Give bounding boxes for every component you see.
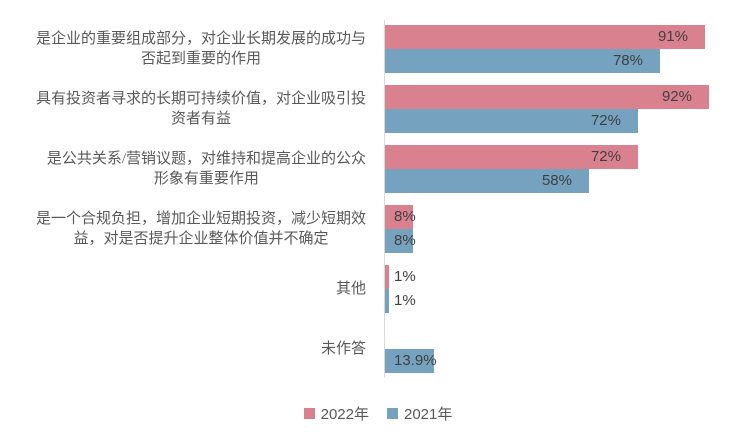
value-label: 72% xyxy=(590,112,621,129)
category-label-cell: 未作答 xyxy=(0,339,375,359)
bar-2022年-4 xyxy=(385,265,389,289)
bar-2021年-0 xyxy=(385,49,660,73)
value-label: 8% xyxy=(394,232,416,249)
chart-row: 是企业的重要组成部分，对企业长期发展的成功与 否起到重要的作用 91% 78% xyxy=(0,19,756,79)
bar-2021年-1 xyxy=(385,109,638,133)
plot-area: 是企业的重要组成部分，对企业长期发展的成功与 否起到重要的作用 91% 78% 具有投… xyxy=(0,19,756,379)
bar-2021年-3 xyxy=(385,229,413,253)
category-label-cell: 是一个合规负担，增加企业短期投资，减少短期效 益，对是否提升企业整体价值并不确定 xyxy=(0,209,375,249)
bar-2021年-4 xyxy=(385,289,389,313)
category-label: 其他 xyxy=(335,281,366,297)
bars-group: 1% 1% xyxy=(375,265,756,313)
value-label: 91% xyxy=(657,28,688,45)
chart-row: 是一个合规负担，增加企业短期投资，减少短期效 益，对是否提升企业整体价值并不确定… xyxy=(0,199,756,259)
bars-group: 72% 58% xyxy=(375,145,756,193)
category-label: 是公共关系/营销议题，对维持和提高企业的公众 形象有重要作用 xyxy=(46,151,366,187)
category-label-cell: 是公共关系/营销议题，对维持和提高企业的公众 形象有重要作用 xyxy=(0,149,375,189)
value-label: 72% xyxy=(590,148,621,165)
bar-2021年-2 xyxy=(385,169,589,193)
category-label-cell: 具有投资者寻求的长期可持续价值，对企业吸引投 资者有益 xyxy=(0,89,375,129)
legend-swatch-2021-icon xyxy=(387,408,398,419)
legend-item-2022: 2022年 xyxy=(303,403,369,424)
legend-swatch-2022-icon xyxy=(303,408,315,419)
category-axis-line xyxy=(384,20,385,378)
value-label: 92% xyxy=(661,88,692,105)
bar-2022年-3 xyxy=(385,205,413,229)
bars-group: 91% 78% xyxy=(375,25,756,73)
category-label: 是企业的重要组成部分，对企业长期发展的成功与 否起到重要的作用 xyxy=(35,31,366,67)
bar-2022年-0 xyxy=(385,25,705,49)
chart-row: 是公共关系/营销议题，对维持和提高企业的公众 形象有重要作用 72% 58% xyxy=(0,139,756,199)
bars-group: 8% 8% xyxy=(375,205,756,253)
value-label: 58% xyxy=(541,172,572,189)
legend-label-2021: 2021年 xyxy=(404,406,453,423)
legend-item-2021: 2021年 xyxy=(387,403,452,424)
category-label: 未作答 xyxy=(320,341,366,357)
value-label: 1% xyxy=(394,268,416,285)
value-label: 13.9% xyxy=(394,352,437,369)
legend: 2022年 2021年 xyxy=(0,403,756,424)
value-label: 8% xyxy=(394,208,416,225)
category-label-cell: 是企业的重要组成部分，对企业长期发展的成功与 否起到重要的作用 xyxy=(0,29,375,69)
category-label: 是一个合规负担，增加企业短期投资，减少短期效 益，对是否提升企业整体价值并不确定 xyxy=(35,211,366,247)
legend-label-2022: 2022年 xyxy=(320,406,369,423)
value-label: 1% xyxy=(394,292,416,309)
bars-group: 92% 72% xyxy=(375,85,756,133)
chart-row: 未作答 13.9% xyxy=(0,319,756,379)
category-label: 具有投资者寻求的长期可持续价值，对企业吸引投 资者有益 xyxy=(35,91,366,127)
bars-group: 13.9% xyxy=(375,325,756,373)
category-label-cell: 其他 xyxy=(0,279,375,299)
bar-2022年-2 xyxy=(385,145,638,169)
chart-row: 具有投资者寻求的长期可持续价值，对企业吸引投 资者有益 92% 72% xyxy=(0,79,756,139)
bar-2021年-5 xyxy=(385,349,434,373)
value-label: 78% xyxy=(612,52,643,69)
bar-2022年-1 xyxy=(385,85,709,109)
chart-row: 其他 1% 1% xyxy=(0,259,756,319)
